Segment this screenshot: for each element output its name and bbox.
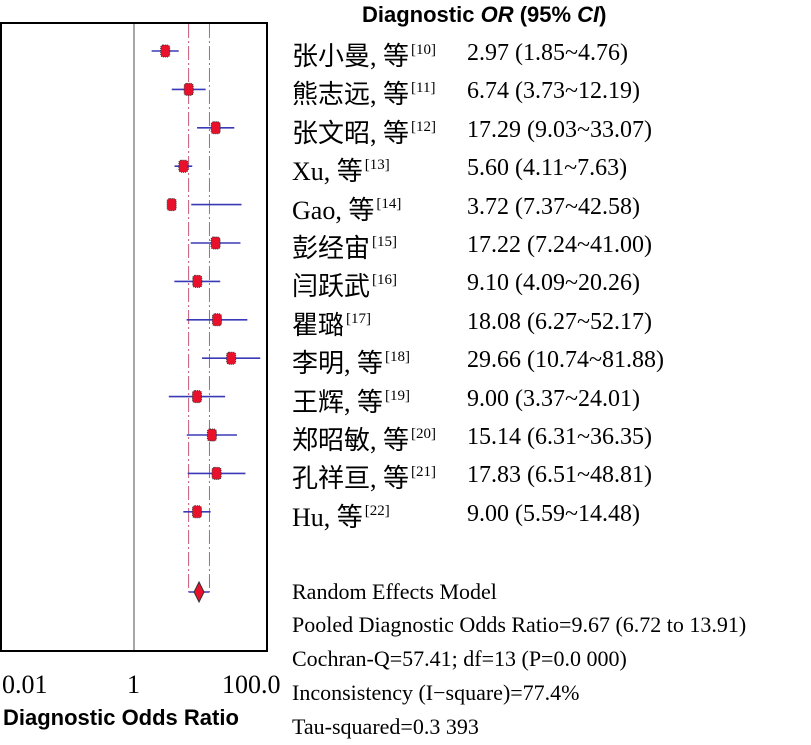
study-point-marker (183, 82, 194, 96)
study-name-text: Hu, 等 (292, 502, 363, 532)
summary-model: Random Effects Model (292, 579, 497, 604)
study-name: 瞿璐 [17] (292, 304, 371, 341)
study-point-marker (226, 351, 237, 365)
summary-pooled-dor: Pooled Diagnostic Odds Ratio=9.67 (6.72 … (292, 612, 747, 637)
study-point-marker (210, 236, 221, 250)
study-reference: [15] (372, 234, 398, 250)
study-or-value: 17.83 (6.51~48.81) (467, 462, 652, 489)
study-name: 张小曼, 等 [10] (292, 35, 436, 72)
study-point-marker (191, 505, 202, 519)
x-tick-label-1: 1 (127, 670, 140, 699)
study-name: Gao, 等 [14] (292, 189, 401, 226)
study-reference: [17] (346, 310, 372, 327)
x-tick-label-100: 100.0 (222, 670, 281, 699)
study-reference: [22] (364, 502, 390, 519)
study-or-value: 29.66 (10.74~81.88) (467, 347, 664, 374)
study-name: 闫跃武 [16] (292, 265, 397, 302)
pooled-diamond (193, 580, 205, 604)
study-or-value: 15.14 (6.31~36.35) (467, 424, 652, 450)
study-name-text: Gao, 等 (292, 195, 375, 225)
study-name: 王辉, 等 [19] (292, 381, 410, 418)
study-point-marker (211, 466, 222, 480)
study-name-text: 王辉, 等 (292, 387, 384, 417)
study-reference: [14] (376, 195, 402, 212)
study-name-text: 张小曼, 等 (292, 42, 410, 71)
study-or-value: 9.00 (3.37~24.01) (467, 385, 640, 412)
x-axis-title: Diagnostic Odds Ratio (3, 705, 239, 730)
study-reference: [12] (411, 118, 437, 135)
study-name: Xu, 等 [13] (292, 150, 390, 187)
summary-cochran-q: Cochran-Q=57.41; df=13 (P=0.0 000) (292, 646, 627, 671)
study-reference: [16] (372, 272, 398, 289)
study-name: 熊志远, 等 [11] (292, 73, 435, 110)
study-point-marker (178, 159, 189, 173)
table-title: Diagnostic OR (95% CI) (362, 2, 607, 27)
study-or-value: 17.29 (9.03~33.07) (467, 116, 652, 143)
study-name: 张文昭, 等 [12] (292, 112, 436, 149)
study-point-marker (166, 198, 177, 212)
study-reference: [20] (411, 426, 437, 442)
study-reference: [18] (385, 349, 411, 366)
study-or-value: 9.10 (4.09~20.26) (467, 270, 640, 297)
study-name: 李明, 等 [18] (292, 342, 410, 379)
study-name-text: 熊志远, 等 (292, 80, 410, 110)
study-or-value: 5.60 (4.11~7.63) (467, 155, 628, 182)
study-name-text: 闫跃武 (292, 272, 371, 302)
study-reference: [21] (411, 464, 437, 481)
summary-inconsistency: Inconsistency (I−square)=77.4% (292, 680, 580, 705)
study-name: 孔祥亘, 等 [21] (292, 457, 436, 494)
study-name-text: 瞿璐 (292, 310, 345, 340)
study-or-value: 6.74 (3.73~12.19) (467, 78, 640, 105)
study-point-marker (210, 121, 221, 135)
study-point-marker (191, 390, 202, 404)
x-tick-label-0.01: 0.01 (2, 670, 48, 699)
study-or-value: 2.97 (1.85~4.76) (467, 40, 628, 66)
study-or-value: 18.08 (6.27~52.17) (467, 308, 652, 335)
summary-tau-squared: Tau-squared=0.3 393 (292, 714, 479, 739)
study-reference: [19] (385, 387, 411, 404)
study-name-text: 彭经宙 (292, 234, 371, 263)
study-or-value: 17.22 (7.24~41.00) (467, 232, 652, 258)
study-reference: [10] (411, 42, 437, 58)
study-reference: [13] (364, 157, 390, 174)
study-name-text: 郑昭敏, 等 (292, 426, 410, 455)
study-or-value: 9.00 (5.59~14.48) (467, 500, 640, 527)
study-name-text: 孔祥亘, 等 (292, 464, 410, 494)
study-name-text: 李明, 等 (292, 349, 384, 379)
study-reference: [11] (411, 80, 436, 97)
study-name: 郑昭敏, 等 [20] (292, 419, 436, 456)
study-name-text: 张文昭, 等 (292, 118, 410, 148)
plot-area (0, 22, 268, 652)
study-point-marker (206, 428, 217, 442)
study-point-marker (192, 274, 203, 288)
study-point-marker (211, 313, 222, 327)
study-point-marker (160, 44, 171, 58)
study-name-text: Xu, 等 (292, 157, 363, 187)
study-name: Hu, 等 [22] (292, 496, 390, 533)
study-name: 彭经宙 [15] (292, 227, 397, 264)
study-or-value: 3.72 (7.37~42.58) (467, 193, 640, 220)
